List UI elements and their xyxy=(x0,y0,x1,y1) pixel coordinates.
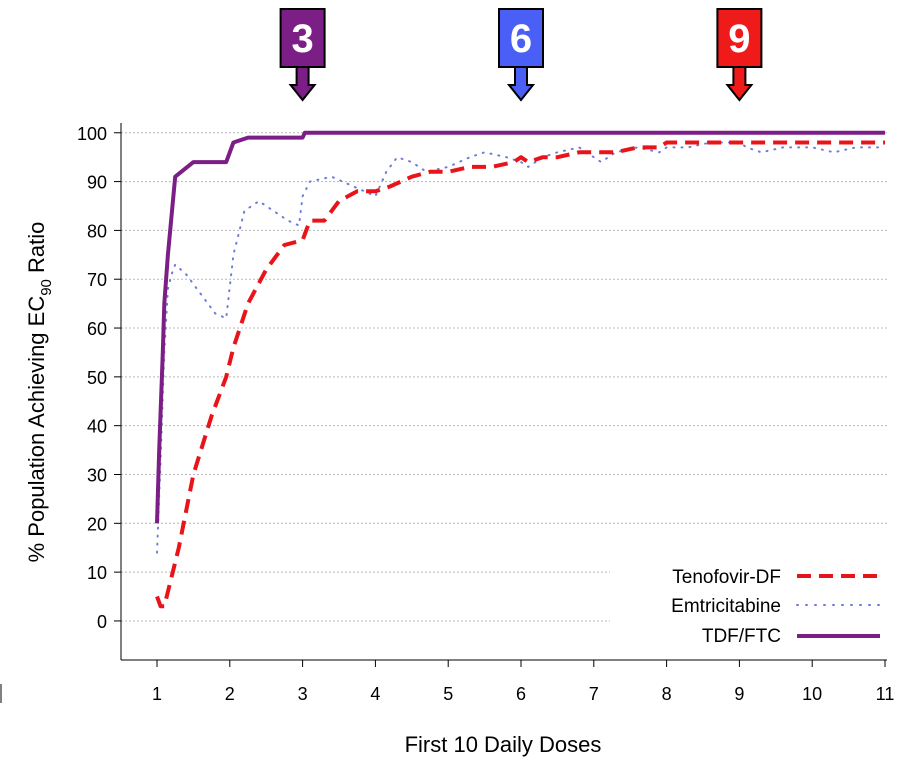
dose-marker-arrow-icon xyxy=(288,66,317,102)
series-group xyxy=(155,130,886,609)
legend-box xyxy=(610,555,892,655)
y-axis-title-prefix: % Population Achieving EC xyxy=(24,296,49,563)
y-axis-title: % Population Achieving EC90 Ratio xyxy=(24,222,55,563)
x-tick-label: 3 xyxy=(298,684,308,704)
series-line-tenofovir-df xyxy=(155,140,885,609)
y-axis-title-subscript: 90 xyxy=(38,279,55,296)
x-tick-label: 10 xyxy=(802,684,822,704)
dose-marker-arrow-icon xyxy=(725,66,754,102)
dose-marker-label: 9 xyxy=(728,17,750,61)
dose-marker-box xyxy=(279,8,326,68)
dose-marker-6: 6 xyxy=(498,8,544,102)
x-tick-label: 2 xyxy=(225,684,235,704)
x-tick-label: 11 xyxy=(876,684,895,704)
y-tick-label: 60 xyxy=(87,319,107,339)
x-tick-label: 1 xyxy=(152,684,162,704)
y-tick-label: 40 xyxy=(87,417,107,437)
dose-marker-arrow-icon xyxy=(506,66,536,102)
y-tick-label: 70 xyxy=(87,270,107,290)
y-tick-label: 0 xyxy=(97,612,107,632)
grid xyxy=(121,132,887,622)
y-axis-title-suffix: Ratio xyxy=(24,222,49,279)
series-line-tdf-ftc xyxy=(155,130,885,524)
legend-label-emtricitabine: Emtricitabine xyxy=(671,596,781,617)
y-ticks: 0 10 20 30 40 50 60 70 80 90 100 xyxy=(77,124,121,632)
x-ticks: 1 2 3 4 5 6 7 8 9 10 11 xyxy=(152,660,894,704)
y-tick-label: 30 xyxy=(87,465,107,485)
dose-marker-label: 3 xyxy=(291,17,313,61)
dose-marker-9: 9 xyxy=(716,8,763,102)
y-tick-label: 50 xyxy=(87,368,107,388)
dose-marker-3: 3 xyxy=(279,8,326,102)
dose-marker-label: 6 xyxy=(510,17,532,61)
x-tick-label: 7 xyxy=(589,684,599,704)
x-axis-title: First 10 Daily Doses xyxy=(405,732,602,757)
x-tick-label: 9 xyxy=(734,684,744,704)
x-tick-label: 4 xyxy=(370,684,380,704)
marker-group: 3 6 9 xyxy=(279,8,763,102)
legend-label-tenofovir: Tenofovir-DF xyxy=(672,567,781,588)
y-tick-label: 20 xyxy=(87,514,107,534)
y-tick-label: 100 xyxy=(77,124,107,144)
axes xyxy=(120,123,887,661)
x-tick-label: 5 xyxy=(443,684,453,704)
x-tick-label: 6 xyxy=(516,684,526,704)
y-tick-label: 80 xyxy=(87,221,107,241)
y-tick-label: 90 xyxy=(87,173,107,193)
series-line-emtricitabine xyxy=(156,141,886,554)
legend: Tenofovir-DF Emtricitabine TDF/FTC xyxy=(610,555,892,655)
x-tick-label: 8 xyxy=(662,684,672,704)
y-tick-label: 10 xyxy=(87,563,107,583)
legend-label-tdf-ftc: TDF/FTC xyxy=(702,626,781,647)
